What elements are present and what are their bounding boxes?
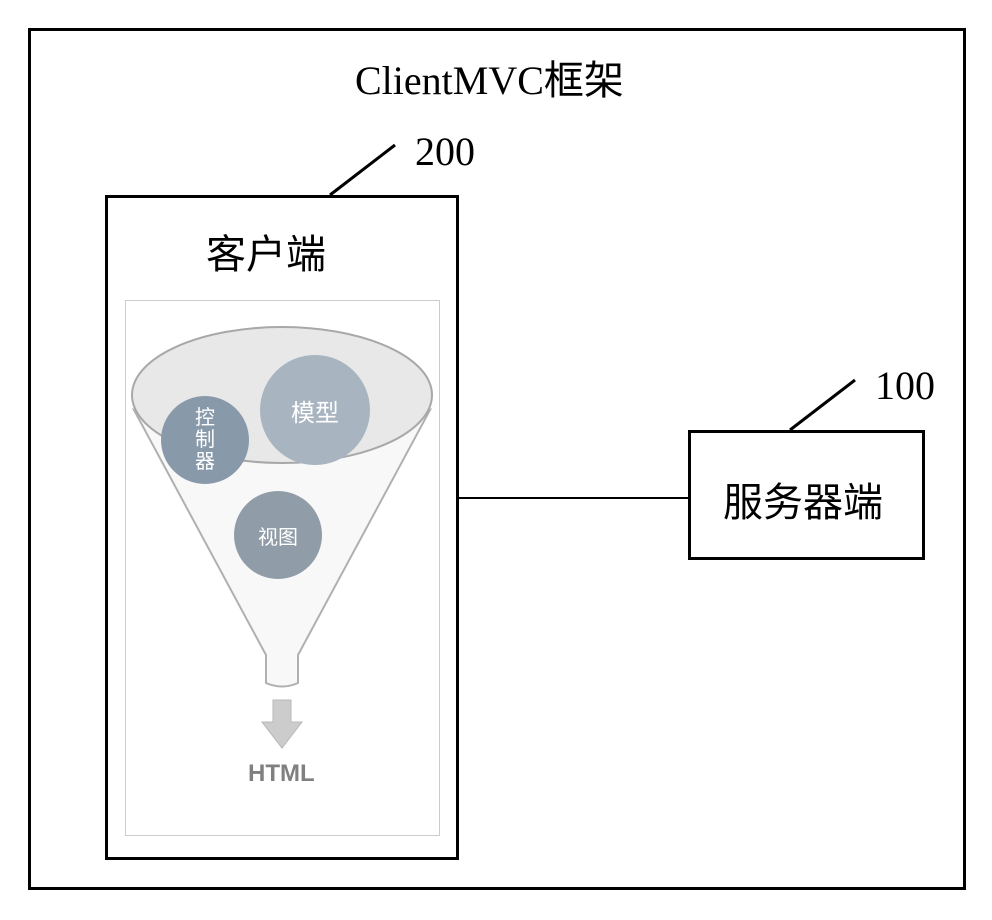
server-ref-number: 100 (875, 362, 935, 409)
model-node: 模型 (260, 355, 370, 465)
controller-node: 控制器 (161, 396, 249, 484)
view-node: 视图 (234, 491, 322, 579)
view-label: 视图 (258, 521, 298, 550)
model-label: 模型 (291, 393, 339, 428)
client-server-connector (459, 497, 688, 499)
server-label: 服务器端 (723, 470, 883, 528)
client-label: 客户端 (206, 222, 326, 280)
diagram-title: ClientMVC框架 (355, 48, 624, 106)
html-output-label: HTML (248, 760, 315, 788)
controller-label: 控制器 (193, 407, 217, 473)
client-ref-number: 200 (415, 128, 475, 175)
